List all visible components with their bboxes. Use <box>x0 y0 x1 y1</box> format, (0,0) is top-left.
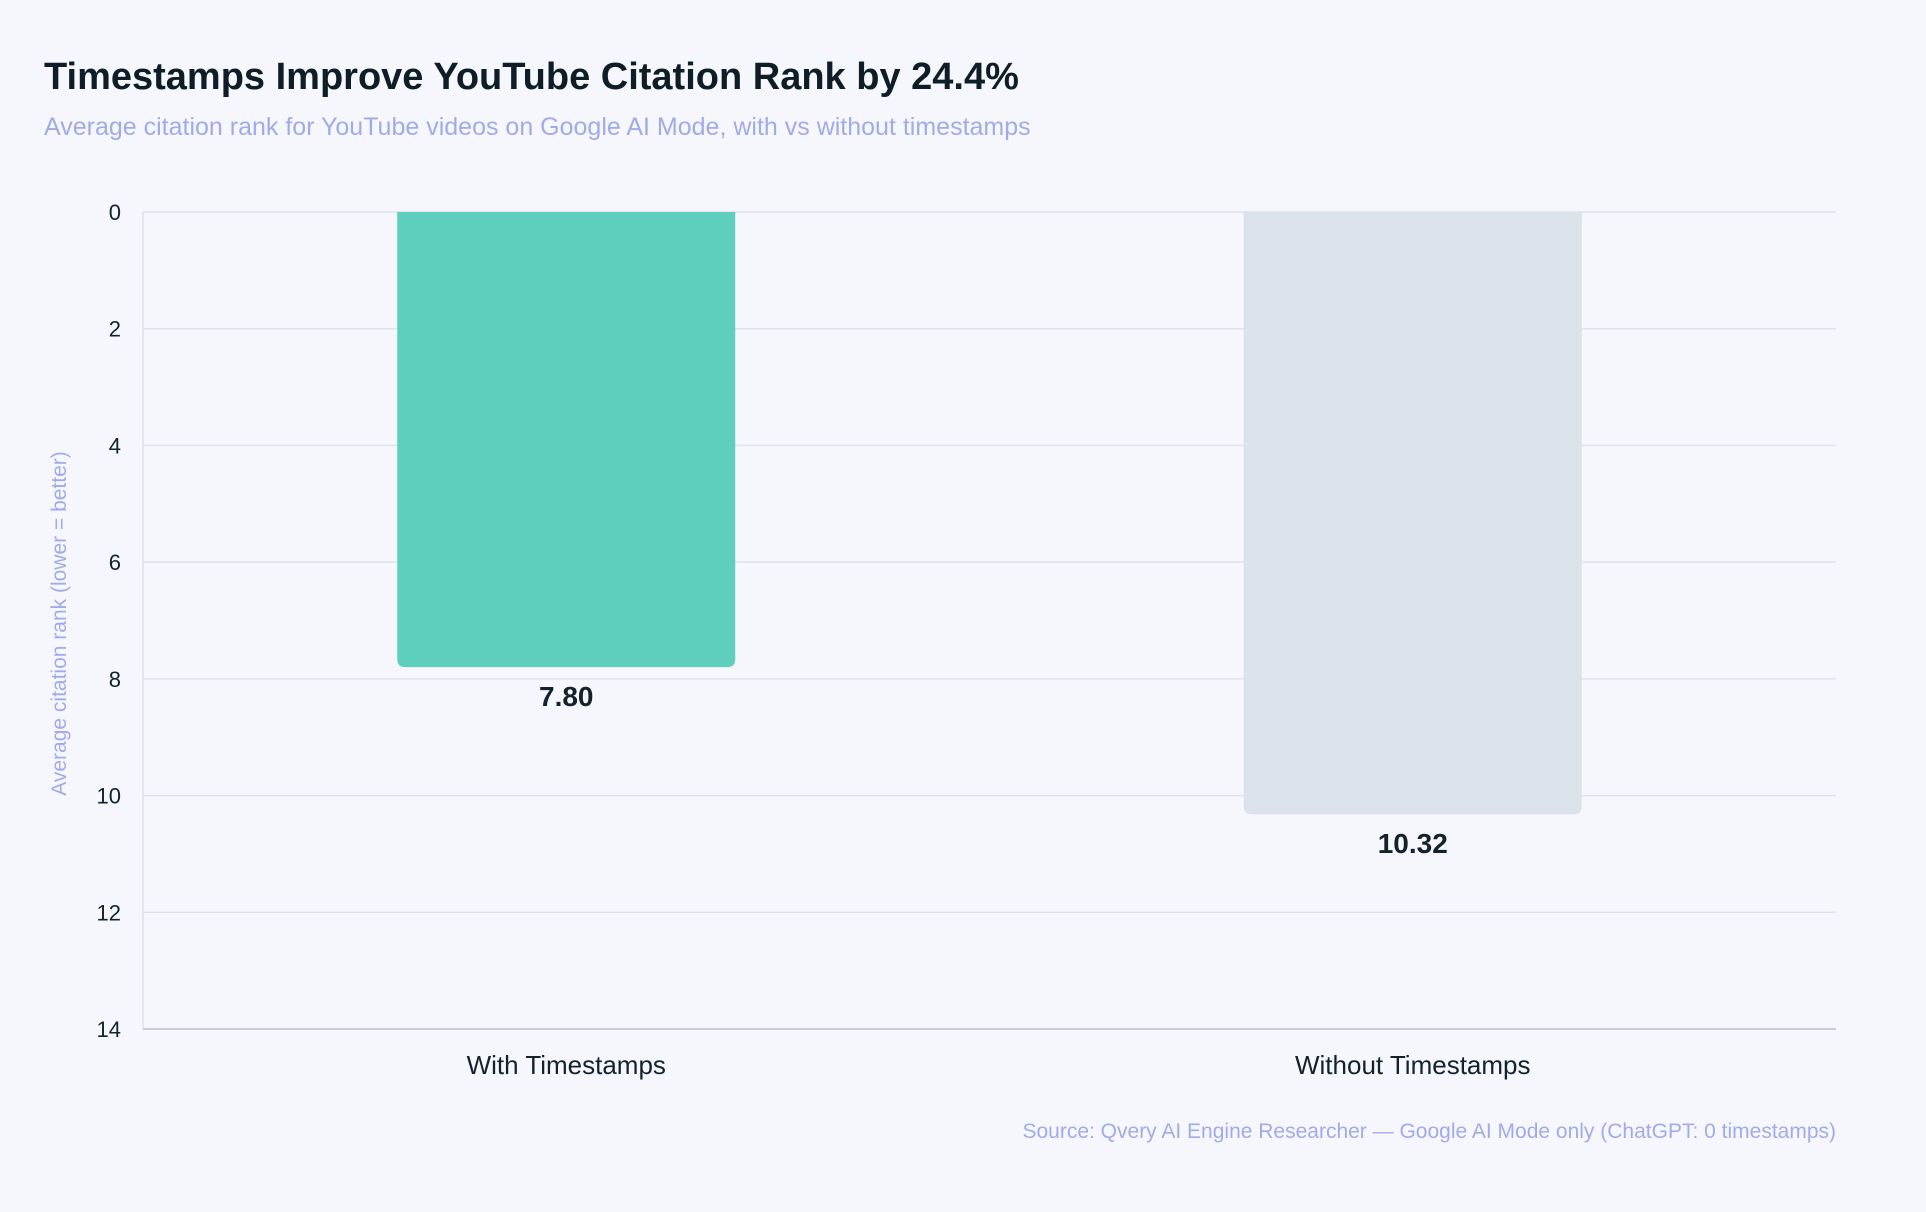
chart-subtitle: Average citation rank for YouTube videos… <box>44 113 1031 141</box>
chart-title: Timestamps Improve YouTube Citation Rank… <box>44 56 1019 98</box>
y-tick-label: 6 <box>109 550 121 575</box>
y-tick-label: 0 <box>109 200 121 225</box>
source-note: Source: Qvery AI Engine Researcher — Goo… <box>1022 1120 1836 1143</box>
data-label: 10.32 <box>1378 828 1448 859</box>
axes <box>142 212 1836 1030</box>
data-label: 7.80 <box>539 681 594 712</box>
y-tick-labels: 0 2 4 6 8 10 12 14 <box>97 200 121 1042</box>
bars <box>397 212 1582 815</box>
y-tick-label: 14 <box>97 1017 121 1042</box>
bar-without-timestamps <box>1243 212 1582 815</box>
bar-with-timestamps <box>397 212 736 668</box>
grid-lines <box>143 211 1836 914</box>
x-tick-label: With Timestamps <box>467 1050 666 1080</box>
y-axis-label: Average citation rank (lower = better) <box>48 451 71 796</box>
y-tick-label: 8 <box>109 667 121 692</box>
data-labels: 7.80 10.32 <box>539 681 1448 859</box>
x-tick-labels: With Timestamps Without Timestamps <box>467 1050 1531 1080</box>
y-tick-label: 4 <box>109 433 121 458</box>
y-tick-label: 2 <box>109 317 121 342</box>
y-tick-label: 12 <box>97 900 121 925</box>
x-tick-label: Without Timestamps <box>1295 1050 1531 1080</box>
y-tick-label: 10 <box>97 784 121 809</box>
